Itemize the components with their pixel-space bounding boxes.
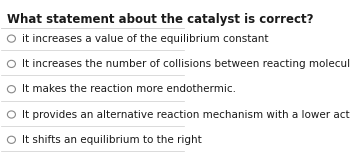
Circle shape	[7, 60, 15, 68]
Circle shape	[7, 136, 15, 143]
Circle shape	[7, 86, 15, 93]
Text: It increases the number of collisions between reacting molecules.: It increases the number of collisions be…	[22, 59, 350, 69]
Text: It shifts an equilibrium to the right: It shifts an equilibrium to the right	[22, 135, 202, 145]
Text: What statement about the catalyst is correct?: What statement about the catalyst is cor…	[7, 13, 313, 26]
Circle shape	[7, 111, 15, 118]
Text: it increases a value of the equilibrium constant: it increases a value of the equilibrium …	[22, 34, 269, 44]
Text: It provides an alternative reaction mechanism with a lower activation energy.: It provides an alternative reaction mech…	[22, 110, 350, 120]
Text: It makes the reaction more endothermic.: It makes the reaction more endothermic.	[22, 84, 236, 94]
Circle shape	[7, 35, 15, 42]
